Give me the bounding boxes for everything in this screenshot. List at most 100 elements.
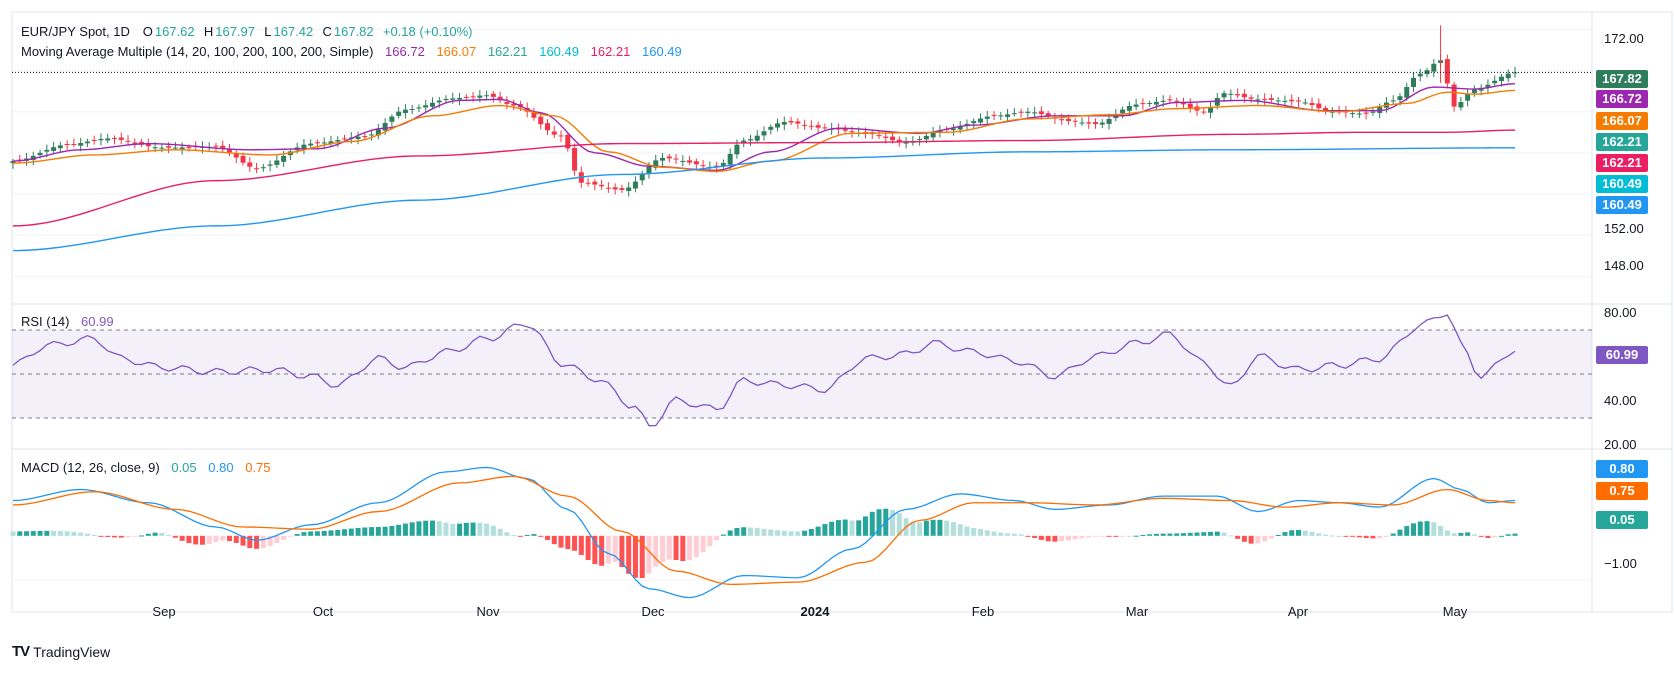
- macd-histogram-bar: [1411, 523, 1417, 536]
- candle-body: [57, 145, 63, 149]
- macd-histogram-bar: [1228, 535, 1234, 537]
- macd-histogram-bar: [544, 535, 550, 540]
- macd-histogram-bar: [314, 531, 320, 536]
- ma200b-value: 160.49: [642, 44, 682, 59]
- macd-histogram-bar: [639, 535, 645, 578]
- candle-body: [1316, 103, 1322, 109]
- macd-histogram-bar: [308, 531, 314, 536]
- candle-body: [808, 125, 814, 127]
- macd-histogram-bar: [754, 528, 760, 536]
- macd-histogram-bar: [1451, 533, 1457, 536]
- macd-histogram-bar: [1255, 535, 1261, 544]
- macd-histogram-bar: [1140, 534, 1146, 536]
- macd-histogram-bar: [17, 531, 23, 536]
- candle-body: [700, 165, 706, 167]
- macd-histogram-bar: [619, 535, 625, 568]
- candle-body: [964, 123, 970, 126]
- macd-histogram-bar: [775, 530, 781, 536]
- macd-histogram-bar: [937, 519, 943, 536]
- ma-legend[interactable]: Moving Average Multiple (14, 20, 100, 20…: [21, 44, 684, 60]
- macd-histogram-bar: [1498, 535, 1504, 537]
- macd-histogram-bar: [301, 532, 307, 536]
- macd-histogram-bar: [1011, 533, 1017, 536]
- symbol-label[interactable]: EUR/JPY Spot, 1D: [21, 24, 130, 39]
- macd-histogram-bar: [1356, 535, 1362, 538]
- macd-histogram-bar: [802, 530, 808, 536]
- macd-histogram-bar: [389, 525, 395, 536]
- candle-body: [775, 123, 781, 128]
- candle-body: [1032, 112, 1038, 114]
- price-tick-152: 152.00: [1604, 221, 1644, 236]
- macd-histogram-bar: [653, 535, 659, 567]
- macd-hist-value: 0.05: [171, 460, 197, 475]
- x-tick-may: May: [1442, 604, 1468, 619]
- macd-histogram-bar: [971, 528, 977, 536]
- macd-histogram-bar: [118, 535, 124, 538]
- rsi-tick-40: 40.00: [1604, 393, 1637, 408]
- candle-body: [632, 181, 638, 189]
- x-tick-mar: Mar: [1125, 604, 1149, 619]
- macd-histogram-bar: [768, 529, 774, 536]
- macd-histogram-bar: [247, 535, 253, 549]
- macd-histogram-bar: [369, 527, 375, 536]
- candle-body: [179, 147, 185, 150]
- candle-body: [849, 131, 855, 133]
- candle-body: [10, 161, 16, 164]
- macd-histogram-bar: [1133, 535, 1139, 537]
- candle-body: [64, 144, 70, 146]
- candle-body: [1140, 103, 1146, 105]
- macd-histogram-bar: [1208, 531, 1214, 536]
- macd-histogram-bar: [1147, 534, 1153, 536]
- macd-histogram-bar: [1038, 535, 1044, 540]
- candle-body: [673, 158, 679, 160]
- macd-histogram-bar: [1383, 535, 1389, 537]
- macd-histogram-bar: [781, 530, 787, 536]
- brand-label: TradingView: [33, 643, 111, 660]
- candle-body: [1045, 113, 1051, 117]
- macd-histogram-bar: [1329, 535, 1335, 537]
- macd-legend[interactable]: MACD (12, 26, close, 9) 0.05 0.80 0.75: [21, 460, 273, 476]
- candle-body: [274, 160, 280, 165]
- candle-body: [1268, 98, 1274, 100]
- candle-body: [741, 140, 747, 144]
- macd-histogram-bar: [531, 534, 537, 536]
- candle-body: [660, 158, 666, 161]
- candle-body: [619, 188, 625, 190]
- tradingview-brand[interactable]: TV TradingView: [12, 643, 110, 660]
- macd-histogram-bar: [227, 535, 233, 542]
- candle-body: [747, 139, 753, 141]
- price-legend: EUR/JPY Spot, 1D O 167.62 H 167.97 L 167.42…: [21, 24, 474, 40]
- macd-histogram-bar: [673, 535, 679, 561]
- candle-body: [1208, 106, 1214, 113]
- candle-body: [984, 116, 990, 119]
- candle-body: [1038, 111, 1044, 115]
- candle-body: [490, 93, 496, 97]
- macd-histogram-bar: [978, 529, 984, 536]
- candle-body: [159, 147, 165, 149]
- candle-body: [1356, 113, 1362, 115]
- badge-last-price: 167.82: [1596, 70, 1648, 88]
- macd-histogram-bar: [714, 535, 720, 541]
- candle-body: [1228, 93, 1234, 95]
- macd-histogram-bar: [477, 522, 483, 536]
- candle-body: [132, 142, 138, 144]
- candle-body: [531, 112, 537, 118]
- candle-body: [220, 145, 226, 149]
- macd-histogram-bar: [761, 528, 767, 536]
- candle-body: [991, 115, 997, 117]
- candle-body: [233, 152, 239, 158]
- macd-histogram-bar: [484, 523, 490, 536]
- macd-histogram-bar: [720, 534, 726, 536]
- macd-histogram-bar: [795, 531, 801, 536]
- macd-histogram-bar: [835, 520, 841, 536]
- macd-histogram-bar: [1241, 535, 1247, 542]
- macd-histogram-bar: [1160, 533, 1166, 536]
- macd-histogram-bar: [233, 535, 239, 543]
- macd-histogram-bar: [612, 535, 618, 563]
- rsi-legend[interactable]: RSI (14) 60.99: [21, 314, 116, 330]
- candle-body: [1018, 111, 1024, 113]
- candle-body: [443, 98, 449, 100]
- macd-histogram-bar: [1018, 534, 1024, 536]
- high-label: H: [203, 24, 214, 39]
